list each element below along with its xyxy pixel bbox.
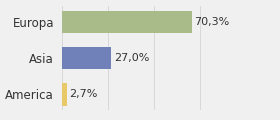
Text: 70,3%: 70,3% [194,17,229,27]
Text: 2,7%: 2,7% [69,89,97,99]
Bar [62,83,67,106]
Text: 27,0%: 27,0% [114,53,149,63]
Bar [62,47,111,69]
Bar [62,11,192,33]
